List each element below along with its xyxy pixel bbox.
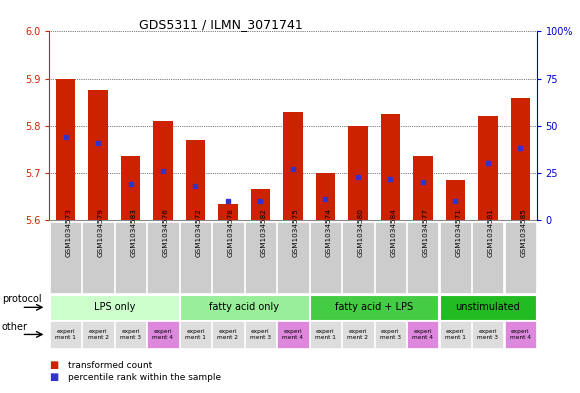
Text: experi
ment 4: experi ment 4 [282, 329, 303, 340]
Text: GSM1034573: GSM1034573 [66, 209, 71, 257]
Text: unstimulated: unstimulated [455, 302, 520, 312]
Bar [56, 79, 75, 220]
Bar [88, 90, 108, 220]
Text: experi
ment 1: experi ment 1 [185, 329, 206, 340]
Text: GSM1034585: GSM1034585 [520, 209, 526, 257]
Bar [121, 156, 140, 220]
Bar [445, 180, 465, 220]
Text: LPS only: LPS only [93, 302, 135, 312]
Text: fatty acid + LPS: fatty acid + LPS [335, 302, 413, 312]
Text: experi
ment 3: experi ment 3 [477, 329, 498, 340]
Text: experi
ment 1: experi ment 1 [315, 329, 336, 340]
Text: GSM1034576: GSM1034576 [163, 209, 169, 257]
Text: GSM1034574: GSM1034574 [325, 209, 331, 257]
Text: experi
ment 3: experi ment 3 [380, 329, 401, 340]
Text: experi
ment 4: experi ment 4 [153, 329, 173, 340]
Bar [380, 114, 400, 220]
Text: ■: ■ [49, 360, 59, 371]
Text: GSM1034571: GSM1034571 [455, 209, 461, 257]
Text: GSM1034583: GSM1034583 [130, 209, 136, 257]
Text: experi
ment 2: experi ment 2 [88, 329, 108, 340]
Text: transformed count: transformed count [68, 361, 153, 370]
Bar [510, 98, 530, 220]
Text: experi
ment 3: experi ment 3 [250, 329, 271, 340]
Text: other: other [2, 322, 28, 332]
Bar [316, 173, 335, 220]
Text: experi
ment 1: experi ment 1 [55, 329, 76, 340]
Text: experi
ment 3: experi ment 3 [120, 329, 141, 340]
Text: experi
ment 1: experi ment 1 [445, 329, 466, 340]
Text: experi
ment 4: experi ment 4 [412, 329, 433, 340]
Text: ■: ■ [49, 372, 59, 382]
Bar [186, 140, 205, 220]
Text: GSM1034575: GSM1034575 [293, 209, 299, 257]
Text: experi
ment 2: experi ment 2 [218, 329, 238, 340]
Text: GSM1034578: GSM1034578 [228, 209, 234, 257]
Text: GSM1034572: GSM1034572 [195, 209, 201, 257]
Bar [218, 204, 238, 220]
Text: percentile rank within the sample: percentile rank within the sample [68, 373, 222, 382]
Bar [413, 156, 433, 220]
Text: GSM1034581: GSM1034581 [488, 209, 494, 257]
Text: fatty acid only: fatty acid only [209, 302, 279, 312]
Text: GSM1034582: GSM1034582 [260, 209, 266, 257]
Text: GSM1034584: GSM1034584 [390, 209, 396, 257]
Text: protocol: protocol [2, 294, 41, 305]
Text: experi
ment 2: experi ment 2 [347, 329, 368, 340]
Bar [283, 112, 303, 220]
Text: GSM1034580: GSM1034580 [358, 209, 364, 257]
Bar [478, 116, 498, 220]
Bar [153, 121, 173, 220]
Text: GDS5311 / ILMN_3071741: GDS5311 / ILMN_3071741 [139, 18, 302, 31]
Text: experi
ment 4: experi ment 4 [510, 329, 531, 340]
Text: GSM1034577: GSM1034577 [423, 209, 429, 257]
Bar [348, 126, 368, 220]
Bar [251, 189, 270, 220]
Text: GSM1034579: GSM1034579 [98, 209, 104, 257]
